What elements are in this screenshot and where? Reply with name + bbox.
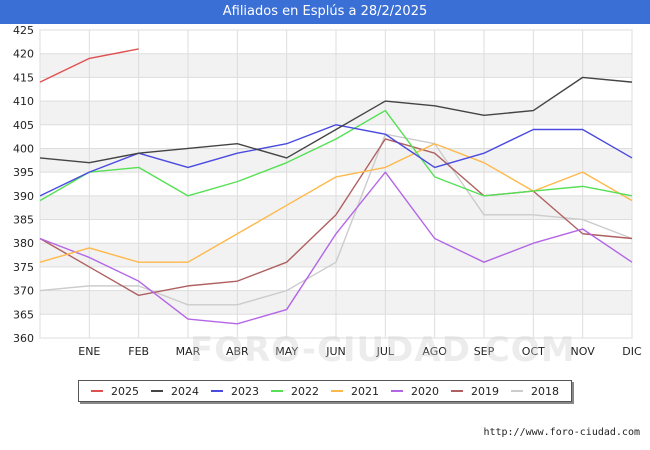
y-tick-label: 415: [13, 71, 34, 84]
x-tick-label: DIC: [622, 345, 642, 358]
legend-label: 2025: [111, 384, 139, 398]
legend-label: 2022: [291, 384, 319, 398]
series-line-2018: [39, 133, 633, 306]
x-tick-label: JUL: [376, 345, 395, 358]
legend-label: 2019: [471, 384, 499, 398]
chart-legend: 2025 2024 2023 2022 2021 2020 2019 2018: [78, 380, 572, 402]
y-tick-label: 395: [13, 166, 34, 179]
legend-swatch: [511, 390, 523, 392]
y-tick-label: 425: [13, 24, 34, 37]
legend-label: 2020: [411, 384, 439, 398]
x-tick-label: MAR: [176, 345, 201, 358]
legend-swatch: [151, 390, 163, 392]
legend-item-2023: 2023: [211, 385, 259, 398]
watermark: FORO-CIUDAD.COM: [190, 330, 576, 370]
legend-item-2024: 2024: [151, 385, 199, 398]
series-line-2020: [39, 171, 633, 325]
legend-swatch: [211, 390, 223, 392]
legend-swatch: [331, 390, 343, 392]
x-tick-label: ENE: [78, 345, 100, 358]
y-tick-label: 360: [13, 332, 34, 345]
y-tick-label: 370: [13, 285, 34, 298]
legend-label: 2024: [171, 384, 199, 398]
legend-label: 2018: [531, 384, 559, 398]
x-tick-label: OCT: [522, 345, 545, 358]
y-tick-label: 365: [13, 308, 34, 321]
legend-item-2025: 2025: [91, 385, 139, 398]
x-tick-label: ABR: [226, 345, 249, 358]
legend-item-2018: 2018: [511, 385, 559, 398]
y-tick-label: 420: [13, 48, 34, 61]
series-line-2022: [39, 109, 633, 202]
x-tick-label: MAY: [275, 345, 298, 358]
y-tick-label: 380: [13, 237, 34, 250]
legend-item-2020: 2020: [391, 385, 439, 398]
x-tick-label: SEP: [474, 345, 495, 358]
legend-swatch: [451, 390, 463, 392]
legend-label: 2021: [351, 384, 379, 398]
y-tick-label: 375: [13, 261, 34, 274]
legend-swatch: [271, 390, 283, 392]
source-url[interactable]: http://www.foro-ciudad.com: [483, 427, 640, 438]
x-tick-label: JUN: [325, 345, 346, 358]
y-tick-label: 400: [13, 142, 34, 155]
x-tick-label: NOV: [571, 345, 596, 358]
legend-swatch: [91, 390, 103, 392]
x-tick-label: AGO: [422, 345, 447, 358]
y-tick-label: 405: [13, 119, 34, 132]
series-line-2024: [39, 76, 633, 164]
legend-item-2019: 2019: [451, 385, 499, 398]
chart-title: Afiliados en Esplús a 28/2/2025: [0, 0, 650, 24]
legend-swatch: [391, 390, 403, 392]
legend-item-2022: 2022: [271, 385, 319, 398]
legend-item-2021: 2021: [331, 385, 379, 398]
y-tick-label: 385: [13, 214, 34, 227]
y-tick-label: 410: [13, 95, 34, 108]
series-line-2025: [39, 48, 139, 83]
y-tick-label: 390: [13, 190, 34, 203]
x-tick-label: FEB: [128, 345, 149, 358]
legend-label: 2023: [231, 384, 259, 398]
